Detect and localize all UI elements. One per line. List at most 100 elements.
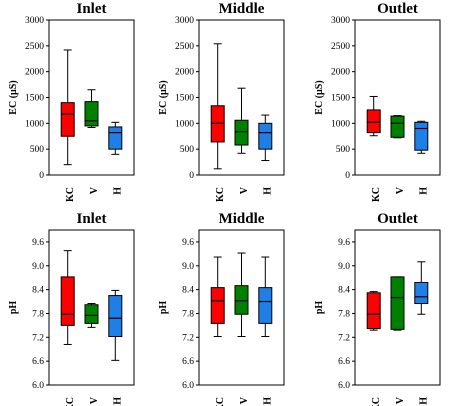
category-label: H [263, 397, 274, 405]
y-tick-label: 1500 [175, 94, 194, 104]
box-rect [258, 287, 273, 324]
box-h [108, 289, 123, 361]
category-label: V [395, 186, 406, 194]
y-tick-label: 8.4 [182, 286, 194, 296]
panel-title: Outlet [377, 1, 418, 17]
box-rect [414, 281, 429, 305]
panel-5: Middle 6.0 6.6 7.2 7.8 8.4 9.0 9.6 pH KC V H [158, 211, 285, 406]
box-kc [60, 49, 75, 166]
box-h [108, 121, 123, 155]
y-tick-label: 0 [39, 171, 44, 181]
y-tick-label: 7.8 [32, 309, 44, 319]
category-label: H [113, 397, 124, 405]
y-tick-label: 9.6 [338, 238, 350, 248]
box-rect [60, 102, 75, 137]
box-rect [366, 292, 381, 330]
plot-frame [354, 19, 441, 176]
box-rect [390, 115, 405, 138]
y-axis-label: EC (µS) [8, 80, 19, 114]
box-v [234, 252, 249, 338]
y-tick-label: 1000 [175, 119, 194, 129]
category-label: KC [215, 397, 226, 406]
y-tick-label: 6.0 [32, 381, 44, 391]
y-tick-label: 2500 [175, 42, 194, 52]
y-tick-label: 7.2 [182, 333, 194, 343]
box-rect [366, 109, 381, 134]
y-tick-label: 6.6 [32, 357, 44, 367]
y-tick-label: 7.2 [32, 333, 44, 343]
panel-title: Middle [219, 1, 265, 17]
panel-6: Outlet 6.0 6.6 7.2 7.8 8.4 9.0 9.6 pH KC V H [314, 211, 441, 406]
category-label: KC [65, 397, 76, 406]
box-kc [210, 256, 225, 338]
y-tick-label: 6.6 [338, 357, 350, 367]
y-tick-label: 2000 [331, 68, 350, 78]
y-tick-label: 9.6 [32, 238, 44, 248]
y-tick-label: 1000 [331, 119, 350, 129]
y-tick-label: 3000 [25, 16, 44, 26]
y-axis-label: EC (µS) [314, 80, 325, 114]
y-tick-label: 6.6 [182, 357, 194, 367]
y-tick-label: 3000 [175, 16, 194, 26]
y-tick-label: 2500 [331, 42, 350, 52]
y-tick-label: 7.2 [338, 333, 350, 343]
y-tick-label: 1000 [25, 119, 44, 129]
box-kc [366, 291, 381, 331]
panel-1: Inlet 0 500 1000 1500 2000 2500 3000 EC (µS) KC V H [8, 1, 135, 202]
box-rect [210, 287, 225, 324]
y-axis-label: pH [8, 301, 19, 315]
y-tick-label: 2500 [25, 42, 44, 52]
y-tick-label: 9.6 [182, 238, 194, 248]
category-label: H [419, 187, 430, 195]
box-rect [84, 304, 99, 324]
box-rect [84, 101, 99, 127]
panel-title: Outlet [377, 211, 418, 227]
panel-3: Outlet 0 500 1000 1500 2000 2500 3000 EC (µS) KC V… [314, 1, 441, 202]
y-tick-label: 9.0 [182, 262, 194, 272]
panel-title: Inlet [77, 211, 107, 227]
box-rect [414, 121, 429, 151]
panel-title: Inlet [77, 1, 107, 17]
box-rect [108, 126, 123, 150]
y-tick-label: 3000 [331, 16, 350, 26]
y-tick-label: 1500 [25, 94, 44, 104]
category-label: H [263, 187, 274, 195]
category-label: V [89, 186, 100, 194]
category-label: V [239, 186, 250, 194]
y-tick-label: 8.4 [338, 286, 350, 296]
category-label: V [239, 396, 250, 404]
category-label: V [89, 396, 100, 404]
box-v [84, 89, 99, 128]
y-axis-label: EC (µS) [158, 80, 169, 114]
y-tick-label: 1500 [331, 94, 350, 104]
y-tick-label: 500 [336, 145, 351, 155]
y-tick-label: 9.0 [338, 262, 350, 272]
category-label: V [395, 396, 406, 404]
plot-frame [198, 229, 285, 386]
box-kc [366, 95, 381, 137]
box-rect [390, 276, 405, 330]
plot-frame [354, 229, 441, 386]
box-kc [210, 43, 225, 170]
box-rect [60, 276, 75, 326]
y-tick-label: 0 [189, 171, 194, 181]
box-kc [60, 250, 75, 345]
box-rect [258, 122, 273, 150]
plot-frame [48, 229, 135, 386]
box-h [258, 256, 273, 338]
y-tick-label: 6.0 [182, 381, 194, 391]
y-tick-label: 7.8 [338, 309, 350, 319]
box-rect [234, 119, 249, 146]
category-label: H [419, 397, 430, 405]
box-rect [234, 285, 249, 315]
y-tick-label: 0 [345, 171, 350, 181]
category-label: KC [65, 187, 76, 202]
panel-4: Inlet 6.0 6.6 7.2 7.8 8.4 9.0 9.6 pH KC V H [8, 211, 135, 406]
box-h [414, 120, 429, 154]
category-label: H [113, 187, 124, 195]
y-tick-label: 2000 [175, 68, 194, 78]
category-label: KC [371, 187, 382, 202]
y-tick-label: 6.0 [338, 381, 350, 391]
y-tick-label: 7.8 [182, 309, 194, 319]
y-axis-label: pH [158, 301, 169, 315]
